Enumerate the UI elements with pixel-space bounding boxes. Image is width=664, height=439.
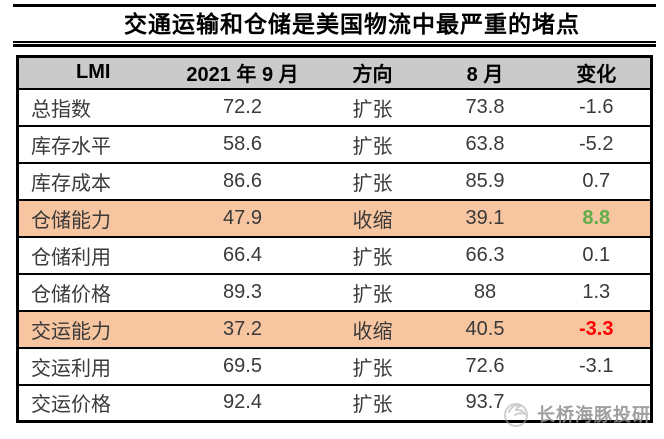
row-label: 仓储能力 bbox=[17, 199, 168, 238]
sep-value: 58.6 bbox=[167, 125, 318, 164]
direction-value: 扩张 bbox=[317, 125, 428, 164]
lmi-table: LMI 2021 年 9 月 方向 8 月 变化 总指数 72.2 扩张 73.8 -1… bbox=[16, 55, 653, 423]
sep-value: 92.4 bbox=[223, 391, 262, 414]
table-row: 交运价格 92.4 扩张 93.7 bbox=[18, 385, 652, 422]
table-row: 仓储价格 89.3 扩张 88 1.3 bbox=[17, 273, 652, 312]
aug-value: 63.8 bbox=[427, 125, 543, 164]
header-august: 8 月 bbox=[427, 56, 543, 90]
aug-value: 73.8 bbox=[427, 88, 543, 127]
change-value: 1.3 bbox=[542, 273, 652, 312]
top-divider bbox=[13, 4, 656, 7]
title-underline-divider bbox=[13, 41, 656, 47]
table-row: 交运利用 69.5 扩张 72.6 -3.1 bbox=[17, 347, 652, 386]
table-body: 总指数 72.2 扩张 73.8 -1.6 库存水平 58.6 扩张 63.8 -5.2 库存成本 8… bbox=[17, 88, 652, 422]
aug-value: 88 bbox=[427, 273, 543, 312]
table-row: 总指数 72.2 扩张 73.8 -1.6 bbox=[17, 88, 652, 127]
table-row: 库存水平 58.6 扩张 63.8 -5.2 bbox=[17, 125, 652, 164]
table-row: 仓储能力 47.9 收缩 39.1 8.8 bbox=[17, 199, 652, 238]
row-label: 库存成本 bbox=[17, 162, 168, 201]
sep-value: 37.2 bbox=[167, 310, 318, 349]
change-value: -5.2 bbox=[542, 125, 652, 164]
direction-value: 收缩 bbox=[317, 310, 428, 349]
header-sep-2021: 2021 年 9 月 bbox=[167, 56, 318, 90]
change-value bbox=[543, 385, 652, 422]
change-value: -3.3 bbox=[542, 310, 652, 349]
sep-value: 69.5 bbox=[167, 347, 318, 386]
change-value: 0.7 bbox=[542, 162, 652, 201]
direction-value: 收缩 bbox=[317, 199, 428, 238]
aug-value: 85.9 bbox=[427, 162, 543, 201]
direction-value: 扩张 bbox=[317, 162, 428, 201]
row-label: 仓储利用 bbox=[17, 236, 168, 275]
row-label: 交运价格 bbox=[31, 394, 111, 417]
change-value: 8.8 bbox=[542, 199, 652, 238]
figure-title: 交通运输和仓储是美国物流中最严重的堵点 bbox=[124, 11, 580, 37]
sep-value: 66.4 bbox=[167, 236, 318, 275]
direction-value: 扩张 bbox=[317, 347, 428, 386]
aug-value: 72.6 bbox=[427, 347, 543, 386]
table-row: 交运能力 37.2 收缩 40.5 -3.3 bbox=[17, 310, 652, 349]
direction-value: 扩张 bbox=[317, 88, 428, 127]
change-value: -3.1 bbox=[542, 347, 652, 386]
aug-value: 40.5 bbox=[427, 310, 543, 349]
direction-value: 扩张 bbox=[317, 236, 428, 275]
row-label: 库存水平 bbox=[17, 125, 168, 164]
sep-value: 47.9 bbox=[167, 199, 318, 238]
figure-page: 交通运输和仓储是美国物流中最严重的堵点 LMI 2021 年 9 月 方向 8 … bbox=[0, 4, 664, 439]
row-label: 总指数 bbox=[17, 88, 168, 127]
aug-value: 66.3 bbox=[427, 236, 543, 275]
header-row: LMI 2021 年 9 月 方向 8 月 变化 bbox=[17, 56, 652, 90]
sep-value: 89.3 bbox=[167, 273, 318, 312]
direction-value: 扩张 bbox=[352, 394, 393, 417]
direction-value: 扩张 bbox=[317, 273, 428, 312]
header-change: 变化 bbox=[542, 56, 652, 90]
table-row: 库存成本 86.6 扩张 85.9 0.7 bbox=[17, 162, 652, 201]
aug-value: 39.1 bbox=[427, 199, 543, 238]
row-label: 交运利用 bbox=[17, 347, 168, 386]
change-value: 0.1 bbox=[542, 236, 652, 275]
table-row: 仓储利用 66.4 扩张 66.3 0.1 bbox=[17, 236, 652, 275]
aug-value: 93.7 bbox=[465, 391, 505, 414]
change-value: -1.6 bbox=[542, 88, 652, 127]
sep-value: 86.6 bbox=[167, 162, 318, 201]
header-direction: 方向 bbox=[317, 56, 428, 90]
table-header: LMI 2021 年 9 月 方向 8 月 变化 bbox=[17, 56, 652, 90]
sep-value: 72.2 bbox=[167, 88, 318, 127]
row-label: 仓储价格 bbox=[17, 273, 168, 312]
header-lmi: LMI bbox=[17, 56, 168, 90]
row-label: 交运能力 bbox=[17, 310, 168, 349]
